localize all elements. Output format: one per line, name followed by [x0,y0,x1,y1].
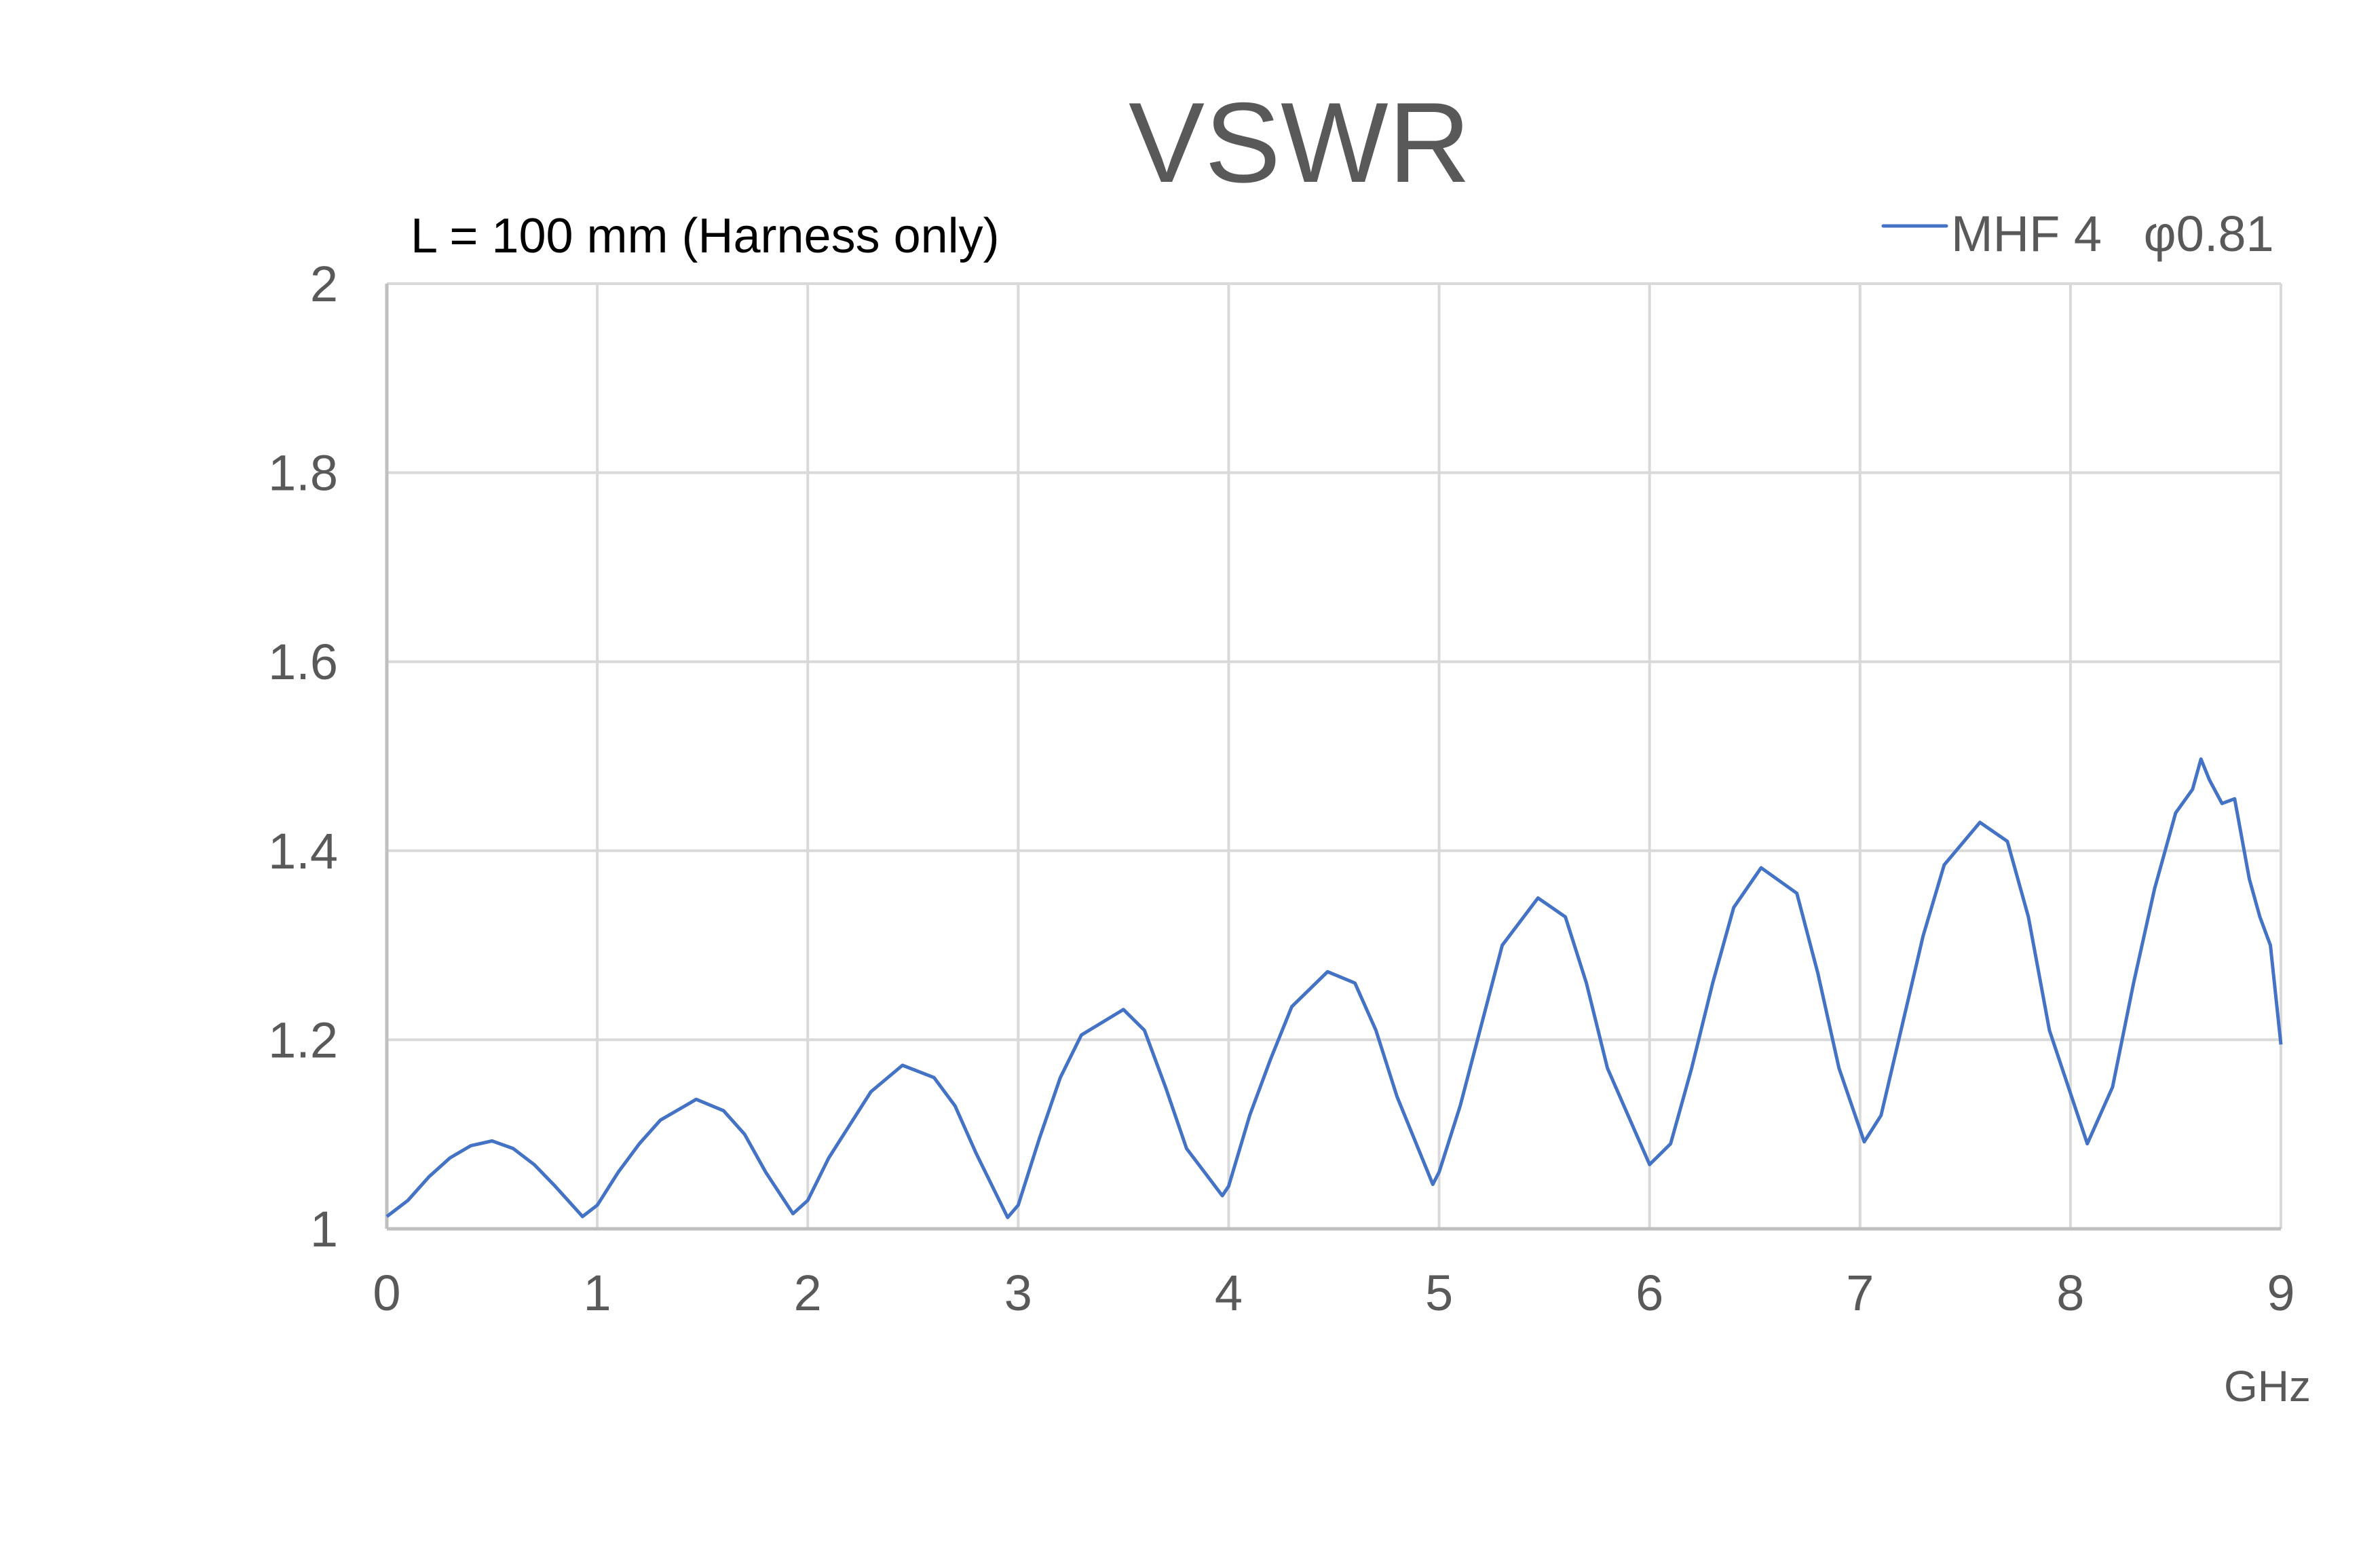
gridlines [387,282,2282,1229]
legend: MHF 4 φ0.81 [1881,206,2274,262]
x-tick-label: 9 [2267,1265,2294,1321]
y-tick-label: 1.2 [268,1012,338,1068]
x-tick-label: 0 [373,1265,400,1321]
y-tick-label: 1.6 [268,634,338,690]
y-tick-label: 1.8 [268,445,338,501]
x-axis-ticks: 0 1 2 3 4 5 6 7 8 9 [373,1265,2294,1321]
x-tick-label: 1 [584,1265,611,1321]
series-line-mhf4 [385,757,2283,1219]
chart-title: VSWR [1129,79,1471,206]
x-tick-label: 7 [1846,1265,1874,1321]
y-axis-ticks: 1 1.2 1.4 1.6 1.8 2 [268,256,338,1257]
x-tick-label: 4 [1215,1265,1243,1321]
y-tick-label: 2 [310,256,338,312]
y-tick-label: 1.4 [268,823,338,879]
y-tick-label: 1 [310,1201,338,1257]
x-tick-label: 6 [1636,1265,1663,1321]
chart-subtitle: L = 100 mm (Harness only) [411,209,1000,263]
axes [385,284,2281,1231]
x-tick-label: 2 [794,1265,822,1321]
x-tick-label: 5 [1425,1265,1453,1321]
legend-label: MHF 4 φ0.81 [1951,206,2274,262]
x-tick-label: 8 [2056,1265,2084,1321]
x-axis-unit-label: GHz [2224,1362,2311,1411]
x-tick-label: 3 [1004,1265,1032,1321]
